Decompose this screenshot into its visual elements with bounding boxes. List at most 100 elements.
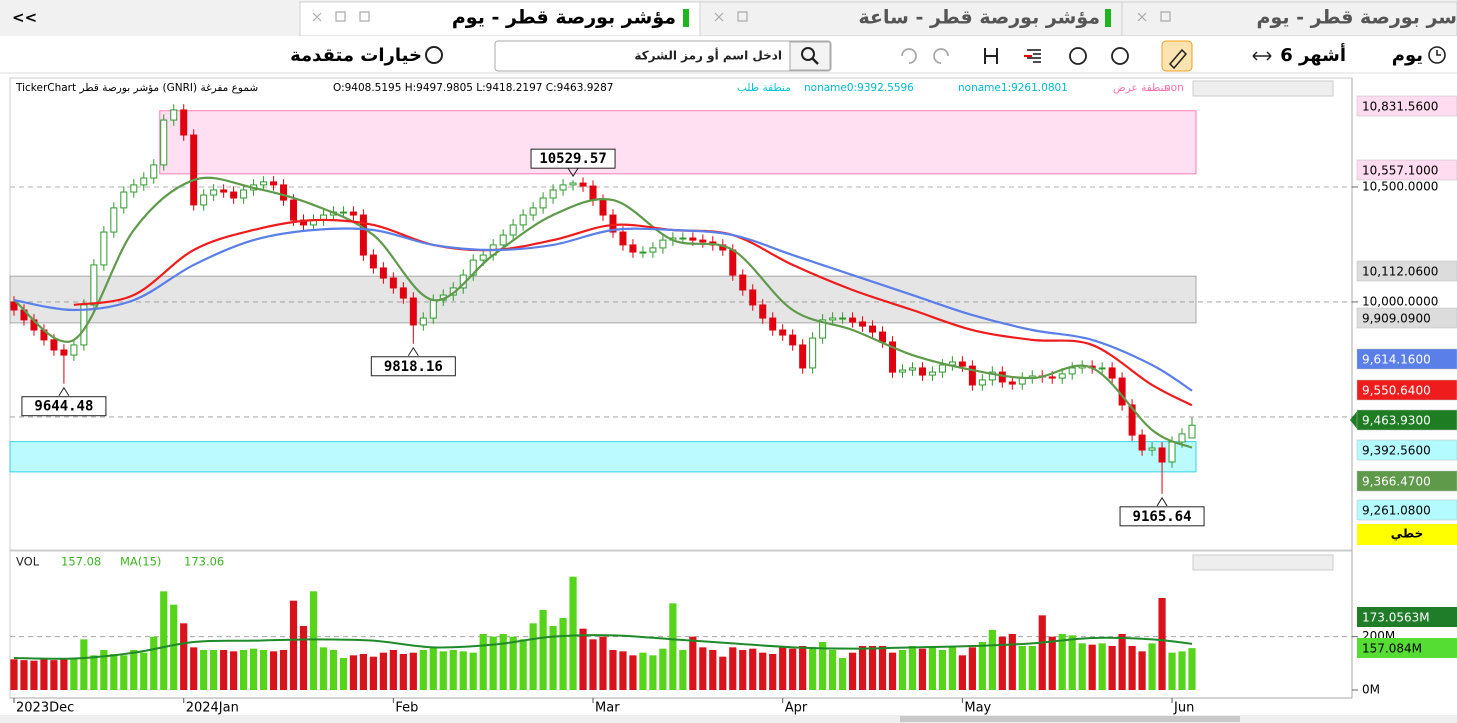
volume-bar bbox=[170, 604, 178, 690]
candle-body bbox=[559, 184, 567, 191]
candle-body bbox=[349, 211, 357, 216]
period-button[interactable]: 6 أشهر bbox=[1280, 43, 1346, 66]
volume-bar bbox=[309, 591, 318, 690]
candle-body bbox=[399, 287, 407, 299]
scrollbar-thumb[interactable] bbox=[900, 716, 1240, 722]
candle-body bbox=[679, 237, 687, 240]
x-tick-label: 2024Jan bbox=[186, 701, 239, 716]
volume-bar bbox=[739, 650, 747, 690]
candle-body bbox=[170, 109, 178, 121]
x-tick-label: Feb bbox=[395, 701, 418, 716]
indicator-icon[interactable] bbox=[1111, 47, 1129, 65]
scale-button[interactable] bbox=[1357, 524, 1457, 545]
auto-icon[interactable] bbox=[1069, 47, 1087, 65]
advanced-options[interactable]: خيارات متقدمة bbox=[290, 45, 422, 66]
x-tick-label: Apr bbox=[785, 701, 808, 716]
volume-bar bbox=[130, 650, 138, 690]
volume-bar bbox=[1148, 643, 1156, 690]
candle-body bbox=[270, 181, 278, 186]
legend-noname0: noname0:9392.5596 bbox=[804, 82, 914, 94]
y-tick-label: 10,000.0000 bbox=[1362, 294, 1438, 308]
volume-bar bbox=[609, 650, 617, 690]
volume-bar bbox=[799, 646, 807, 690]
clock-icon[interactable] bbox=[1428, 46, 1446, 64]
zone bbox=[9, 275, 1197, 324]
annotation-box bbox=[530, 148, 616, 169]
price-tag bbox=[1356, 348, 1457, 370]
plot: 9,500.000010,000.000010,500.00009644.489… bbox=[9, 95, 1457, 716]
candle-body bbox=[958, 361, 966, 367]
tab-icons bbox=[312, 11, 1171, 22]
legend-demand: منطقة طلب bbox=[737, 82, 791, 94]
volume-bar bbox=[90, 655, 98, 690]
lines-icon[interactable] bbox=[1027, 49, 1041, 63]
volume-tag bbox=[1357, 638, 1457, 658]
candle-body bbox=[429, 299, 437, 319]
candle-body bbox=[10, 301, 18, 311]
candle-body bbox=[1108, 367, 1116, 379]
volume-bar bbox=[848, 652, 857, 690]
tab[interactable] bbox=[699, 1, 1123, 37]
price-tag-label: 9,463.9300 bbox=[1362, 414, 1431, 428]
gear-icon[interactable] bbox=[425, 46, 443, 64]
undo-redo-icons[interactable] bbox=[901, 48, 949, 64]
candle-body bbox=[879, 331, 887, 343]
candle-body bbox=[389, 277, 397, 289]
volume-bar bbox=[779, 646, 787, 690]
candle-body bbox=[789, 334, 797, 346]
candle-body bbox=[819, 319, 827, 339]
moving-average bbox=[13, 634, 1193, 660]
tab[interactable] bbox=[1121, 1, 1457, 37]
candle-body bbox=[110, 207, 118, 233]
volume-header: 157.08 bbox=[61, 555, 101, 569]
tab-marker bbox=[1105, 9, 1111, 27]
volume-bar bbox=[659, 648, 667, 690]
tab-title[interactable]: مؤشر بورصة قطر - ساعة bbox=[859, 7, 1100, 29]
volume-bar bbox=[1048, 636, 1056, 690]
interval-button[interactable]: يوم bbox=[1392, 45, 1423, 66]
candle-body bbox=[908, 367, 916, 371]
candle-body bbox=[160, 119, 168, 166]
volume-bar bbox=[928, 646, 937, 690]
volume-bar bbox=[918, 648, 927, 690]
volume-bar bbox=[190, 647, 198, 690]
volume-bar bbox=[359, 654, 368, 690]
candle-body bbox=[1048, 376, 1056, 379]
price-tag-label: 10,112.0600 bbox=[1362, 265, 1438, 279]
tab-title[interactable]: مؤشر بورصة قطر - يوم bbox=[452, 7, 676, 29]
candle-body bbox=[689, 237, 697, 241]
tab-title[interactable]: سر بورصة قطر - يوم bbox=[1257, 7, 1457, 29]
volume-bar bbox=[40, 659, 48, 690]
compare-icon[interactable] bbox=[984, 48, 998, 64]
volume-bar bbox=[1168, 652, 1176, 690]
panel-controls[interactable] bbox=[1192, 80, 1334, 97]
volume-bar bbox=[1118, 634, 1126, 690]
legend-supply: منطقة عرض bbox=[1113, 82, 1169, 94]
volume-bar bbox=[589, 639, 597, 690]
range-icon[interactable] bbox=[1252, 51, 1272, 61]
volume-bar bbox=[938, 650, 947, 690]
scrollbar[interactable] bbox=[0, 715, 1457, 723]
search-button[interactable] bbox=[789, 41, 831, 71]
x-tick-label: Jun bbox=[1173, 701, 1194, 716]
annotation-box bbox=[21, 396, 107, 417]
candle-body bbox=[1148, 447, 1156, 451]
candle-body bbox=[150, 164, 158, 179]
volume-bar bbox=[769, 654, 777, 690]
volume-bar bbox=[519, 639, 527, 690]
tab-marker bbox=[683, 9, 689, 27]
collapse-button[interactable]: << bbox=[12, 9, 37, 27]
active-tab[interactable] bbox=[299, 1, 701, 37]
price-tag-label: 9,614.1600 bbox=[1362, 353, 1431, 367]
volume-bar bbox=[1158, 598, 1166, 690]
panel-controls[interactable] bbox=[1192, 554, 1334, 571]
search-box[interactable] bbox=[494, 40, 832, 72]
price-tag bbox=[1356, 95, 1457, 117]
candle-body bbox=[409, 297, 417, 326]
volume-bar bbox=[699, 647, 707, 690]
volume-bar bbox=[259, 650, 268, 690]
candle-body bbox=[659, 239, 667, 249]
volume-bar bbox=[160, 591, 168, 690]
